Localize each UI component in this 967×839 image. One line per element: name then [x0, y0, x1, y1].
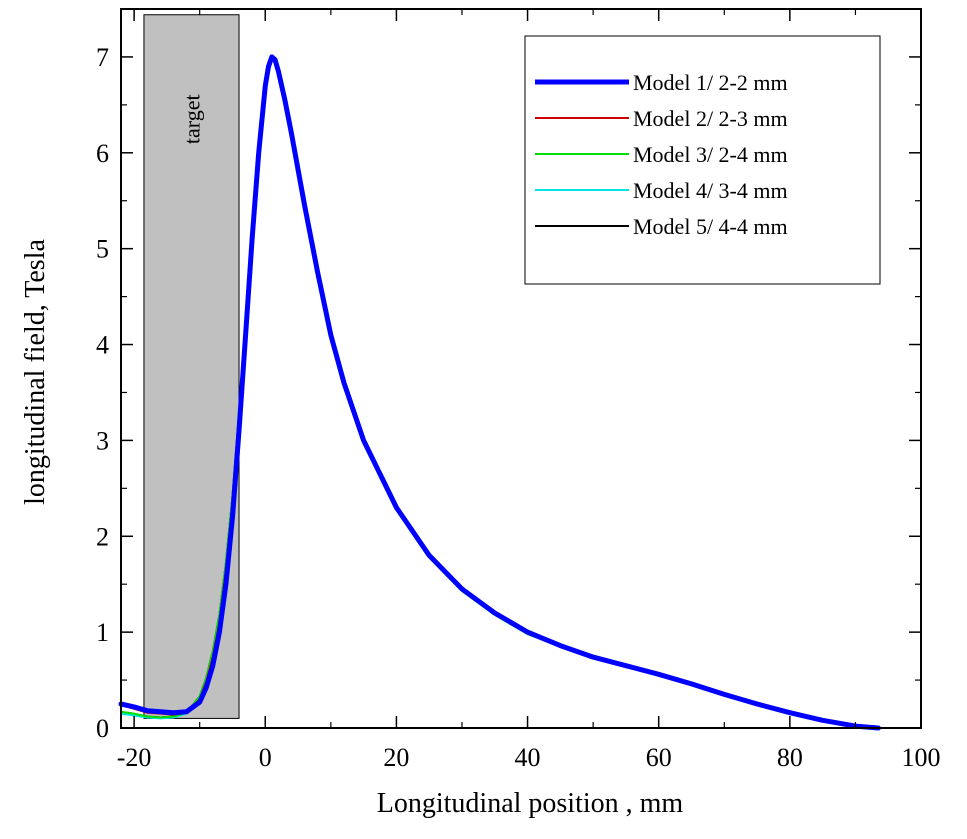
x-tick-label: 80: [777, 743, 803, 772]
target-band-label: target: [179, 94, 204, 144]
legend: Model 1/ 2-2 mm Model 2/ 2-3 mm Model 3/ 2…: [524, 35, 881, 285]
y-axis-title: longitudinal field, Tesla: [20, 239, 51, 505]
legend-label: Model 3/ 2-4 mm: [633, 142, 788, 167]
plot-frame-layer: [120, 8, 922, 729]
y-tick-label: 3: [96, 426, 109, 455]
target-band-layer: target: [143, 14, 240, 719]
x-tick-label: 40: [515, 743, 541, 772]
x-tick-label: 100: [902, 743, 941, 772]
y-tick-label: 0: [96, 714, 109, 743]
legend-label: Model 2/ 2-3 mm: [633, 106, 788, 131]
x-tick-label: 20: [383, 743, 409, 772]
legend-label: Model 4/ 3-4 mm: [633, 178, 788, 203]
x-tick-label: -20: [117, 743, 152, 772]
x-axis-title: Longitudinal position , mm: [377, 788, 684, 819]
series-line: [118, 54, 881, 731]
y-tick-label: 4: [96, 331, 109, 360]
y-tick-label: 1: [96, 618, 109, 647]
y-tick-label: 5: [96, 235, 109, 264]
y-tick-label: 2: [96, 522, 109, 551]
series-layer: [118, 54, 881, 731]
y-tick-label: 6: [96, 139, 109, 168]
legend-label: Model 5/ 4-4 mm: [633, 214, 788, 239]
x-tick-label: 0: [259, 743, 272, 772]
legend-box: [524, 35, 881, 285]
y-tick-label: 7: [96, 43, 109, 72]
tick-layer: -20 0 20 40 60 80 100 0 1 2 3 4 5 6 7: [96, 9, 941, 772]
x-tick-label: 60: [646, 743, 672, 772]
legend-label: Model 1/ 2-2 mm: [633, 70, 788, 95]
plot-frame: [120, 8, 922, 729]
